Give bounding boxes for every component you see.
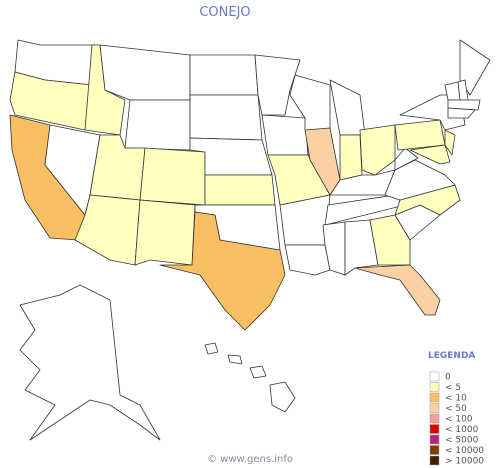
legend-swatch: [429, 371, 440, 382]
state: [459, 39, 491, 96]
state: [134, 199, 196, 266]
state: [204, 342, 219, 355]
state: [99, 44, 191, 101]
legend-label: 0: [445, 373, 451, 383]
state: [354, 264, 441, 316]
legend-swatch: [429, 403, 440, 413]
legend-swatch: [429, 434, 440, 445]
state: [444, 81, 461, 101]
legend-swatch: [429, 445, 440, 455]
state: [189, 54, 259, 96]
state: [444, 129, 456, 156]
state: [394, 147, 419, 171]
state: [269, 381, 296, 413]
legend-label: > 10000: [445, 457, 484, 467]
state: [369, 214, 411, 266]
state: [284, 244, 331, 276]
state: [394, 119, 446, 151]
legend-swatch: [429, 424, 440, 434]
state: [447, 99, 481, 111]
state: [329, 79, 366, 136]
legend: LEGENDA 0< 5< 10< 50< 100< 1000< 5000< 1…: [428, 351, 484, 467]
state: [19, 284, 161, 441]
state: [261, 114, 309, 156]
state: [227, 354, 243, 365]
legend-label: < 1000: [445, 425, 479, 435]
state: [124, 99, 191, 151]
state: [254, 54, 301, 116]
state: [447, 107, 476, 119]
legend-swatch: [429, 413, 440, 424]
state: [359, 124, 396, 176]
legend-swatch: [429, 382, 440, 392]
state: [189, 94, 263, 141]
legend-label: < 50: [445, 404, 467, 414]
legend-label: < 5: [445, 383, 461, 393]
legend-swatch: [429, 455, 440, 466]
state: [339, 134, 363, 181]
legend-label: < 10: [445, 394, 467, 404]
state: [159, 211, 286, 331]
states: [9, 39, 491, 441]
legend-label: < 5000: [445, 436, 479, 446]
legend-swatch: [429, 392, 440, 403]
state: [409, 144, 451, 165]
footer: © www.gens.info: [207, 454, 293, 465]
legend-label: < 10000: [445, 446, 484, 456]
title: CONEJO: [199, 5, 250, 20]
state: [344, 219, 379, 276]
state: [322, 221, 346, 276]
legend-title: LEGENDA: [428, 351, 475, 361]
state: [139, 147, 206, 206]
state: [249, 365, 267, 379]
legend-label: < 100: [445, 415, 473, 425]
state: [204, 174, 276, 206]
